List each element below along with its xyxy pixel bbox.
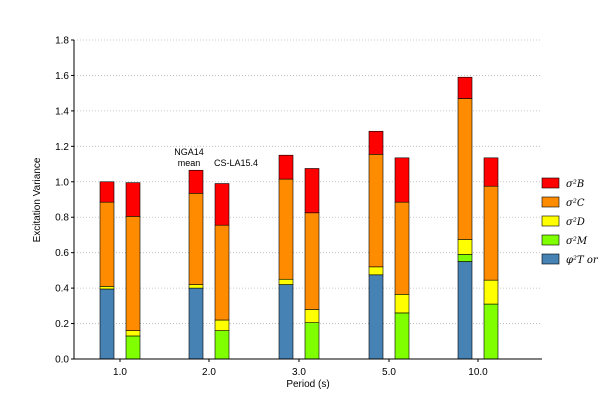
legend: σ²B σ²C σ²D σ²M φ²T or σ	[541, 177, 600, 266]
y-tick-label: 0.4	[55, 284, 69, 295]
y-tick-label: 0.2	[55, 319, 69, 330]
legend-label: φ²T or σ	[566, 255, 600, 266]
bar-segment-B	[304, 168, 320, 214]
bar-segment-T	[99, 288, 115, 360]
bar-segment-M	[214, 330, 230, 360]
model-annotations: NGA14 mean CS-LA15.4	[174, 147, 258, 168]
bar-segment-D	[214, 319, 230, 331]
y-tick-label: 0.8	[55, 213, 69, 224]
bar-segment-M	[457, 254, 473, 262]
x-tick-label: 10.0	[468, 367, 488, 378]
legend-label: σ²M	[566, 236, 588, 247]
bar-segment-C	[457, 98, 473, 240]
bar-segment-M	[394, 312, 410, 360]
legend-swatch	[541, 215, 560, 227]
legend-swatch	[541, 196, 560, 208]
y-tick-label: 1.4	[55, 106, 69, 117]
bar-segment-C	[125, 216, 141, 331]
bar-segment-B	[125, 182, 141, 217]
bar-segment-C	[304, 212, 320, 310]
y-tick-label: 0.0	[55, 355, 69, 366]
bar-segment-C	[394, 201, 410, 295]
bars-layer	[99, 76, 499, 360]
y-tick-label: 1.0	[55, 177, 69, 188]
legend-swatch	[541, 253, 560, 265]
x-tick-label: 3.0	[292, 367, 306, 378]
bar-segment-T	[368, 274, 384, 360]
bar-segment-D	[483, 279, 499, 305]
bar-segment-D	[457, 239, 473, 255]
bar-segment-C	[278, 178, 294, 280]
bar-segment-C	[188, 192, 204, 285]
y-tick-label: 1.6	[55, 71, 69, 82]
bar-segment-T	[188, 287, 204, 360]
bar-segment-C	[99, 201, 115, 287]
bar-segment-D	[304, 309, 320, 323]
annotation-ngaw-line2: mean	[178, 158, 201, 168]
bar-segment-B	[483, 157, 499, 187]
x-tick-label: 5.0	[382, 367, 396, 378]
x-axis-ticks: 1.0 2.0 3.0 5.0 10.0	[113, 359, 488, 378]
bar-segment-D	[125, 330, 141, 337]
annotation-ngaw-line1: NGA14	[174, 147, 204, 157]
y-axis-ticks: 0.0 0.2 0.4 0.6 0.8 1.0 1.2 1.4 1.6 1.8	[55, 36, 74, 366]
bar-segment-B	[214, 183, 230, 226]
bar-segment-B	[278, 154, 294, 180]
bar-segment-M	[125, 335, 141, 360]
bar-segment-D	[99, 286, 115, 290]
x-axis-label: Period (s)	[286, 379, 329, 390]
y-tick-label: 1.2	[55, 142, 69, 153]
x-tick-label: 2.0	[202, 367, 216, 378]
bar-segment-C	[368, 154, 384, 268]
bar-segment-M	[304, 322, 320, 360]
bar-segment-B	[394, 157, 410, 203]
bar-segment-B	[457, 76, 473, 99]
bar-segment-B	[368, 130, 384, 155]
legend-swatch	[541, 234, 560, 246]
bar-segment-B	[188, 169, 204, 194]
x-tick-label: 1.0	[113, 367, 127, 378]
bar-segment-B	[99, 181, 115, 203]
annotation-cs-la: CS-LA15.4	[214, 158, 258, 168]
y-tick-label: 0.6	[55, 248, 69, 259]
bar-segment-C	[483, 185, 499, 281]
legend-label: σ²C	[566, 198, 585, 209]
y-axis-label: Excitation Variance	[32, 157, 43, 242]
bar-segment-T	[457, 261, 473, 360]
bar-segment-D	[278, 278, 294, 285]
legend-label: σ²D	[566, 217, 585, 228]
legend-label: σ²B	[566, 179, 584, 190]
bar-segment-D	[394, 294, 410, 314]
y-tick-label: 1.8	[55, 36, 69, 47]
bar-segment-C	[214, 224, 230, 321]
bar-segment-D	[368, 266, 384, 276]
legend-swatch	[541, 177, 560, 189]
bar-segment-M	[483, 303, 499, 360]
bar-segment-D	[188, 284, 204, 289]
bar-segment-T	[278, 284, 294, 360]
